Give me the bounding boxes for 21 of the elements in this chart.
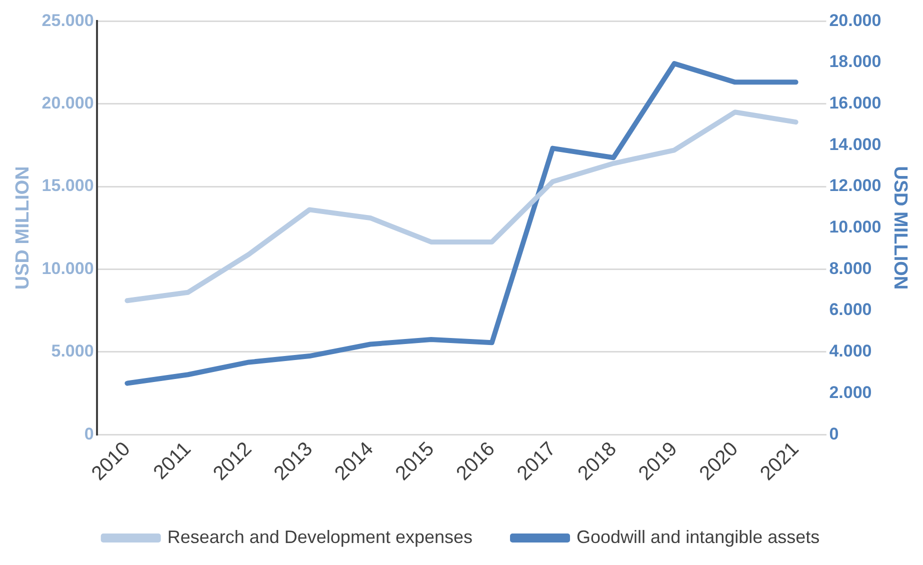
y-tick-label: 20.000 xyxy=(42,94,94,113)
legend-label: Research and Development expenses xyxy=(167,526,473,547)
y2-tick-label: 20.000 xyxy=(829,10,882,30)
y2-tick-label: 10.000 xyxy=(829,218,882,237)
y-tick-label: 10.000 xyxy=(42,258,94,278)
y2-tick-label: 18.000 xyxy=(829,52,882,72)
y2-tick-label: 6.000 xyxy=(829,300,872,320)
y2-axis-title: USD MILLION xyxy=(889,166,910,290)
y2-tick-label: 14.000 xyxy=(829,134,882,154)
y2-tick-label: 2.000 xyxy=(829,382,872,402)
y-axis-title: USD MILLION xyxy=(12,166,34,290)
y2-tick-label: 8.000 xyxy=(829,258,872,278)
y2-tick-label: 12.000 xyxy=(829,176,882,196)
y2-tick-label: 16.000 xyxy=(829,94,882,113)
y-tick-label: 15.000 xyxy=(42,176,94,196)
y-tick-label: 25.000 xyxy=(42,10,94,30)
y2-tick-label: 0 xyxy=(829,424,839,444)
y-tick-label: 0 xyxy=(84,424,94,444)
y2-tick-label: 4.000 xyxy=(829,342,872,361)
y-tick-label: 5.000 xyxy=(51,342,94,361)
legend-label: Goodwill and intangible assets xyxy=(576,526,820,547)
